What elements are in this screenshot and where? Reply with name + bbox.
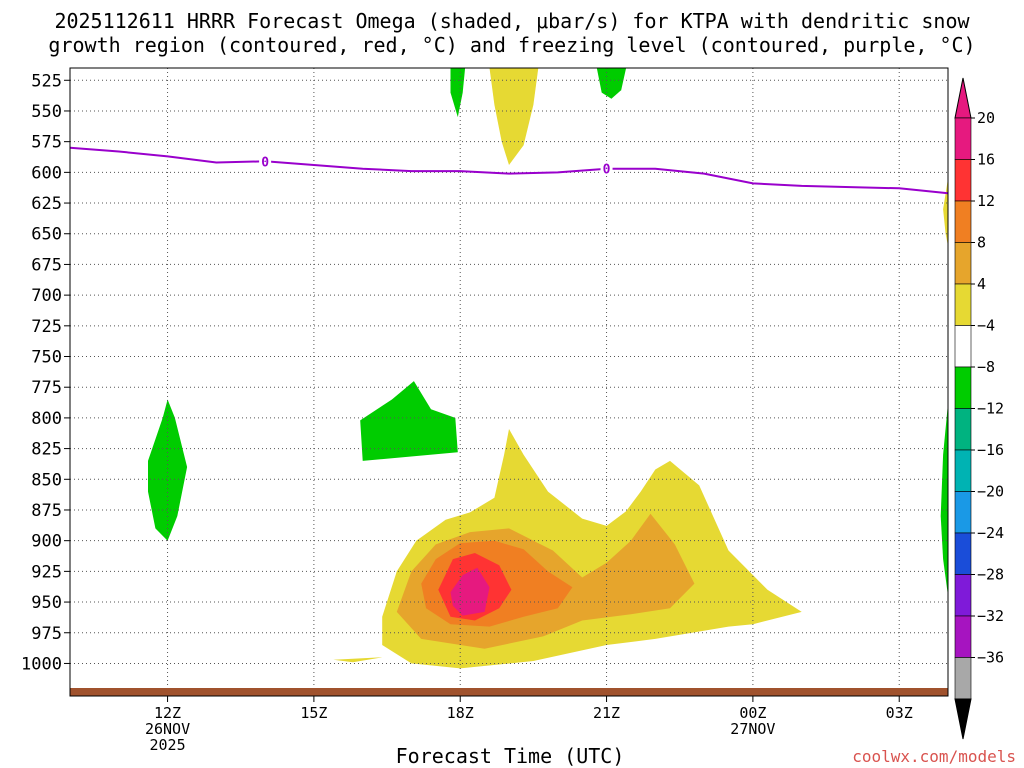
x-tick-label: 12Z [154,704,181,722]
y-tick-label: 675 [31,255,62,275]
y-axis-ticks: 525 550 575 600 625 650 675 700 725 750 775 800 825 8… [21,71,70,674]
freezing-level-line [69,146,949,195]
colorbar-swatch [954,408,972,451]
colorbar-label: 12 [977,192,995,210]
freezing-label-bg [259,153,272,168]
y-tick-label: 525 [31,71,62,91]
colorbar-swatch [954,657,972,700]
y-tick-label: 750 [31,348,62,368]
x-tick-label: 27NOV [730,720,775,738]
y-tick-label: 725 [31,317,62,337]
x-tick-label: 2025 [149,736,185,754]
gridlines [70,68,948,688]
omega-region-5 [489,68,539,165]
y-tick-label: 825 [31,440,62,460]
plot-frame [69,67,949,697]
y-tick-label: 800 [31,409,62,429]
freezing-level-label: 0 [261,155,269,170]
colorbar-swatch [954,283,972,326]
x-axis-label: Forecast Time (UTC) [396,744,625,768]
colorbar-label: −20 [977,483,1004,501]
colorbar-label: −24 [977,524,1004,542]
y-tick-label: 650 [31,225,62,245]
colorbar-swatch [954,574,972,617]
colorbar-swatch [954,449,972,492]
x-tick-label: 00Z [739,704,766,722]
y-tick-label: 775 [31,378,62,398]
colorbar-swatch [954,200,972,243]
colorbar-label: −16 [977,441,1004,459]
colorbar-top-arrow [954,77,972,119]
freezing-level-label: 0 [603,163,611,178]
colorbar-label: 20 [977,109,995,127]
freezing-label-bg [600,160,613,175]
y-tick-label: 1000 [21,654,62,674]
colorbar-label: 4 [977,275,986,293]
omega-region-2 [450,68,466,118]
colorbar-label: −4 [977,317,995,335]
colorbar-label: −28 [977,566,1004,584]
omega-region-3 [596,68,627,99]
y-tick-label: 950 [31,593,62,613]
colorbar-label: −36 [977,649,1004,667]
omega-region-11 [450,567,490,616]
y-tick-label: 925 [31,562,62,582]
y-tick-label: 850 [31,470,62,490]
omega-region-6 [943,178,948,246]
x-tick-label: 03Z [886,704,913,722]
y-tick-label: 900 [31,532,62,552]
colorbar-swatch [954,325,972,368]
chart-title-line2: growth region (contoured, red, °C) and f… [48,33,975,57]
colorbar-label: −12 [977,400,1004,418]
y-tick-label: 550 [31,102,62,122]
colorbar-swatch [954,532,972,575]
y-tick-label: 600 [31,163,62,183]
ground-surface-bar [70,688,948,696]
x-tick-label: 26NOV [145,720,190,738]
colorbar: 20 16 12 8 4 −4 −8 −12 −16 −20 −24 −28 −32 −36 [954,77,1004,740]
omega-shaded-regions [148,68,948,669]
colorbar-label: −32 [977,607,1004,625]
colorbar-bottom-arrow [954,698,972,740]
omega-region-12 [333,657,383,663]
y-tick-label: 575 [31,133,62,153]
chart-title-line1: 2025112611 HRRR Forecast Omega (shaded, … [54,9,970,33]
colorbar-swatch [954,491,972,534]
y-tick-label: 975 [31,624,62,644]
colorbar-swatch [954,242,972,285]
x-tick-label: 18Z [447,704,474,722]
x-tick-label: 21Z [593,704,620,722]
colorbar-swatch [954,615,972,658]
colorbar-label: 16 [977,151,995,169]
colorbar-swatch [954,366,972,409]
x-tick-label: 15Z [300,704,327,722]
colorbar-swatch [954,117,972,160]
y-tick-label: 875 [31,501,62,521]
colorbar-swatch [954,159,972,202]
omega-region-0 [148,399,188,541]
y-tick-label: 625 [31,194,62,214]
y-tick-label: 700 [31,286,62,306]
omega-region-4 [940,403,948,596]
colorbar-label: 8 [977,234,986,252]
colorbar-label: −8 [977,358,995,376]
omega-region-1 [360,381,458,461]
watermark[interactable]: coolwx.com/models [852,747,1016,766]
